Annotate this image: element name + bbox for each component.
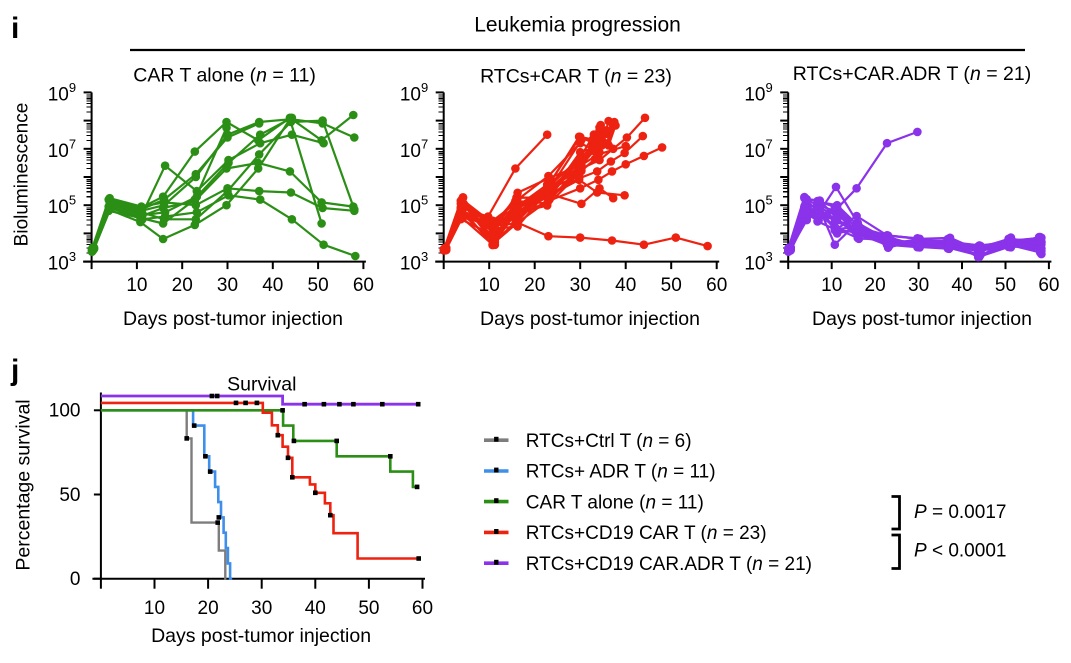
svg-text:i: i — [11, 12, 19, 45]
svg-text:CAR T alone (n = 11): CAR T alone (n = 11) — [133, 65, 316, 87]
svg-text:20: 20 — [524, 275, 545, 296]
svg-text:50: 50 — [995, 275, 1016, 296]
svg-text:60: 60 — [353, 275, 374, 296]
svg-text:RTCs+ ADR T (n = 11): RTCs+ ADR T (n = 11) — [526, 462, 716, 483]
svg-text:40: 40 — [262, 275, 283, 296]
svg-text:j: j — [10, 354, 19, 387]
svg-text:Survival: Survival — [227, 374, 296, 396]
svg-text:50: 50 — [661, 275, 682, 296]
svg-text:10: 10 — [479, 275, 500, 296]
svg-text:30: 30 — [908, 275, 929, 296]
svg-text:50: 50 — [358, 598, 379, 619]
svg-text:10: 10 — [126, 275, 147, 296]
svg-text:RTCs+CD19 CAR.ADR T (n = 21): RTCs+CD19 CAR.ADR T (n = 21) — [526, 554, 812, 575]
svg-text:RTCs+CAR.ADR T (n = 21): RTCs+CAR.ADR T (n = 21) — [793, 63, 1031, 85]
svg-text:40: 40 — [615, 275, 636, 296]
svg-text:Days post-tumor injection: Days post-tumor injection — [151, 625, 371, 647]
svg-text:10: 10 — [821, 275, 842, 296]
svg-text:RTCs+CAR T (n = 23): RTCs+CAR T (n = 23) — [480, 65, 672, 87]
svg-text:60: 60 — [706, 275, 727, 296]
svg-text:100: 100 — [49, 401, 81, 422]
svg-text:0: 0 — [70, 569, 81, 590]
svg-text:40: 40 — [951, 275, 972, 296]
svg-text:30: 30 — [570, 275, 591, 296]
svg-text:30: 30 — [251, 598, 272, 619]
svg-text:Bioluminescence: Bioluminescence — [12, 103, 33, 247]
svg-text:Days post-tumor injection: Days post-tumor injection — [480, 308, 700, 330]
svg-text:CAR T alone (n = 11): CAR T alone (n = 11) — [526, 492, 704, 513]
svg-text:40: 40 — [305, 598, 326, 619]
svg-text:RTCs+CD19 CAR T (n = 23): RTCs+CD19 CAR T (n = 23) — [526, 523, 767, 544]
svg-text:Leukemia progression: Leukemia progression — [474, 14, 681, 37]
svg-text:P < 0.0001: P < 0.0001 — [914, 540, 1006, 561]
svg-text:60: 60 — [1038, 275, 1059, 296]
svg-text:RTCs+Ctrl T (n = 6): RTCs+Ctrl T (n = 6) — [526, 431, 692, 452]
svg-text:10: 10 — [144, 598, 165, 619]
svg-text:20: 20 — [198, 598, 219, 619]
svg-text:50: 50 — [308, 275, 329, 296]
svg-text:Percentage survival: Percentage survival — [13, 399, 35, 570]
svg-text:50: 50 — [59, 485, 80, 506]
svg-text:P = 0.0017: P = 0.0017 — [914, 502, 1006, 523]
svg-text:Days post-tumor injection: Days post-tumor injection — [812, 308, 1032, 330]
svg-text:20: 20 — [865, 275, 886, 296]
svg-text:Days post-tumor injection: Days post-tumor injection — [123, 308, 343, 330]
svg-text:20: 20 — [172, 275, 193, 296]
svg-text:30: 30 — [217, 275, 238, 296]
svg-text:60: 60 — [412, 598, 433, 619]
